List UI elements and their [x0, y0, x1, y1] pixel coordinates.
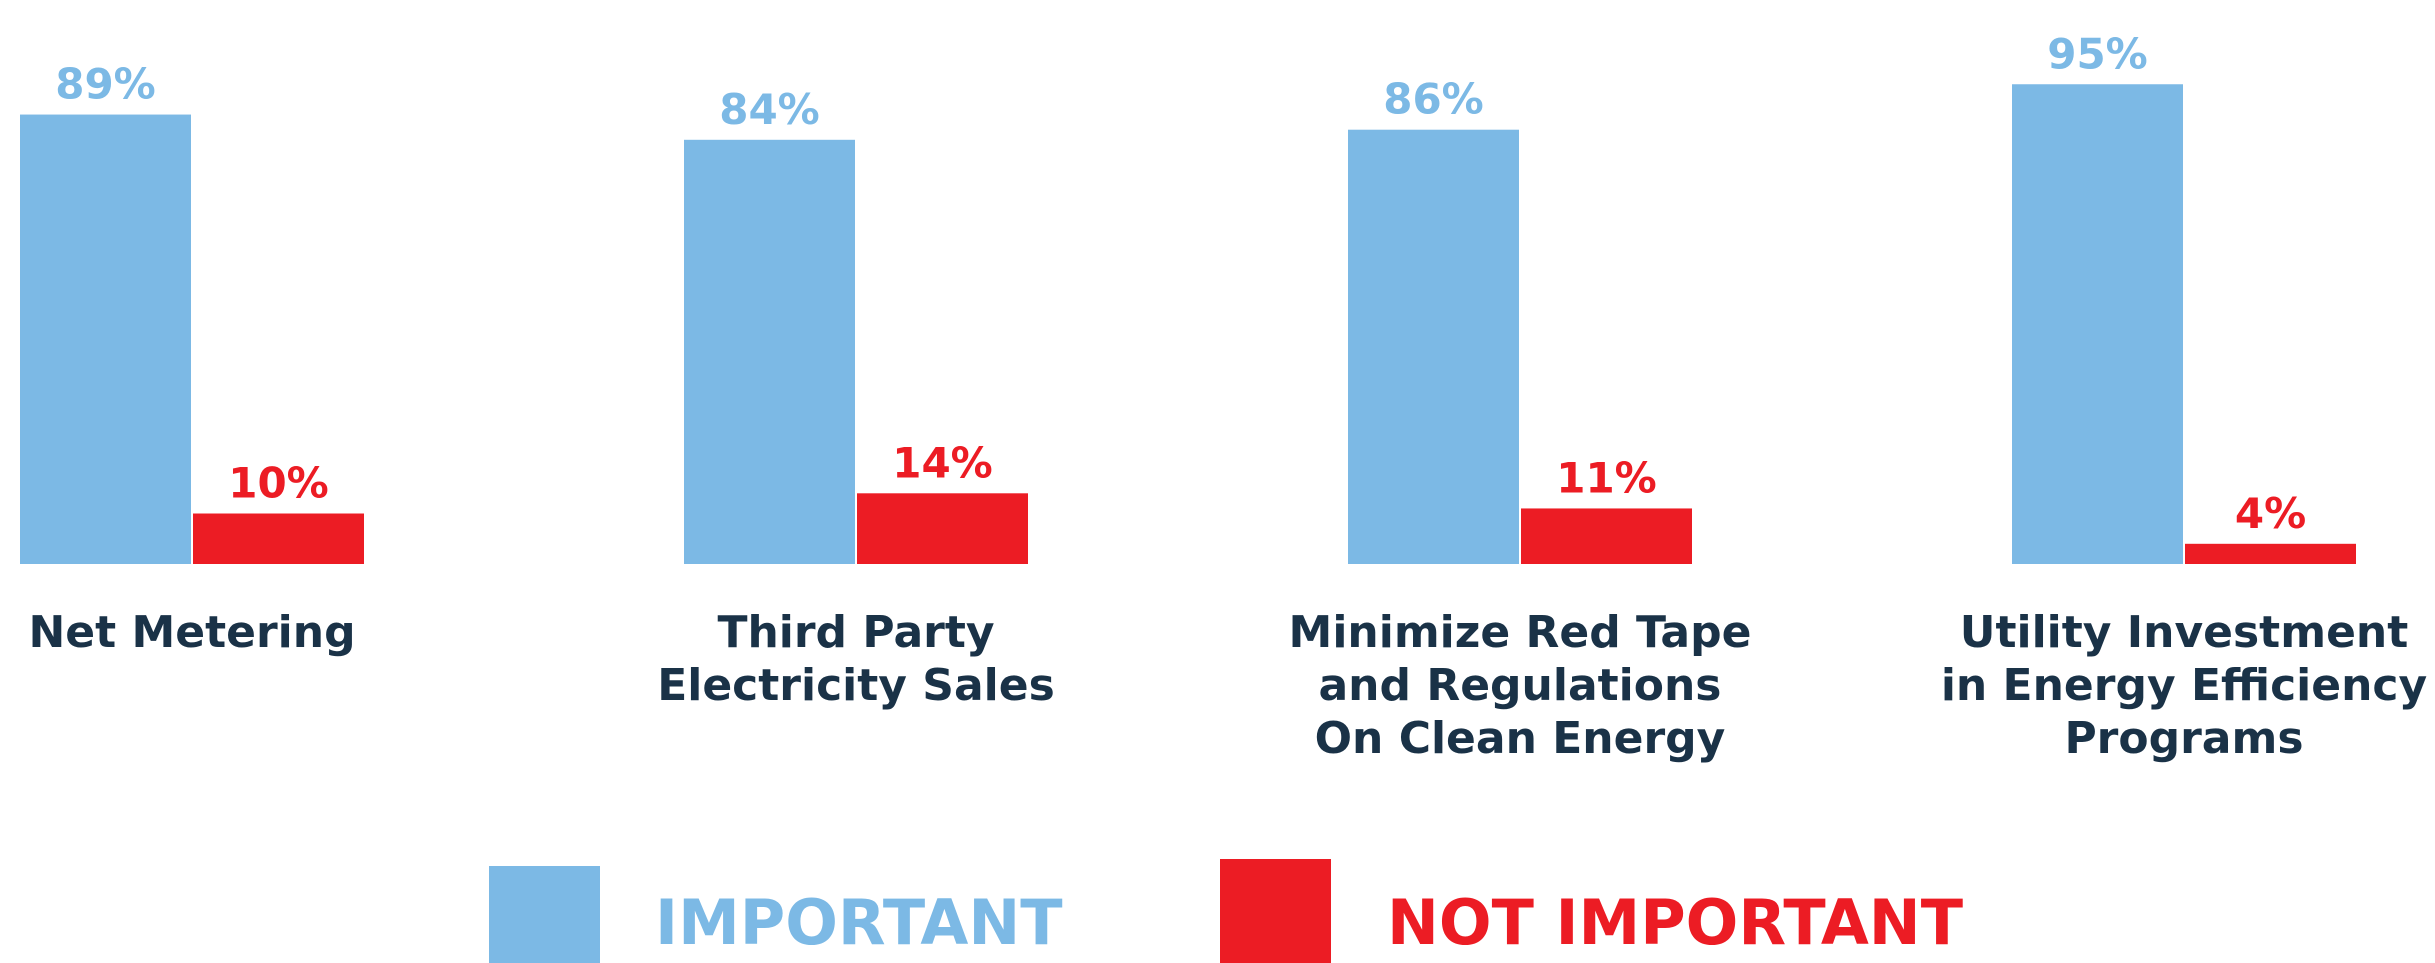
bar [684, 139, 855, 565]
value-label: 89% [55, 60, 156, 109]
bar [1348, 129, 1519, 564]
bar [857, 493, 1028, 564]
value-label: 86% [1383, 75, 1484, 124]
bar [20, 114, 191, 565]
legend-label: NOT IMPORTANT [1387, 886, 1963, 959]
bar [2012, 84, 2183, 564]
category-label: Utility Investment in Energy Efficiency … [1940, 607, 2428, 764]
legend-swatch [1220, 859, 1331, 963]
value-label: 4% [2235, 489, 2306, 538]
value-label: 10% [228, 459, 329, 508]
legend-swatch [489, 866, 600, 963]
value-label: 14% [892, 438, 993, 487]
bar [2185, 543, 2356, 564]
category-label: Minimize Red Tape and Regulations On Cle… [1288, 607, 1752, 764]
value-label: 95% [2047, 29, 2148, 78]
value-label: 11% [1556, 453, 1657, 502]
category-label: Net Metering [28, 607, 356, 658]
bar [193, 513, 364, 564]
bar [1521, 508, 1692, 564]
value-label: 84% [719, 85, 820, 134]
category-label: Third Party Electricity Sales [657, 607, 1055, 711]
legend-label: IMPORTANT [655, 886, 1063, 959]
